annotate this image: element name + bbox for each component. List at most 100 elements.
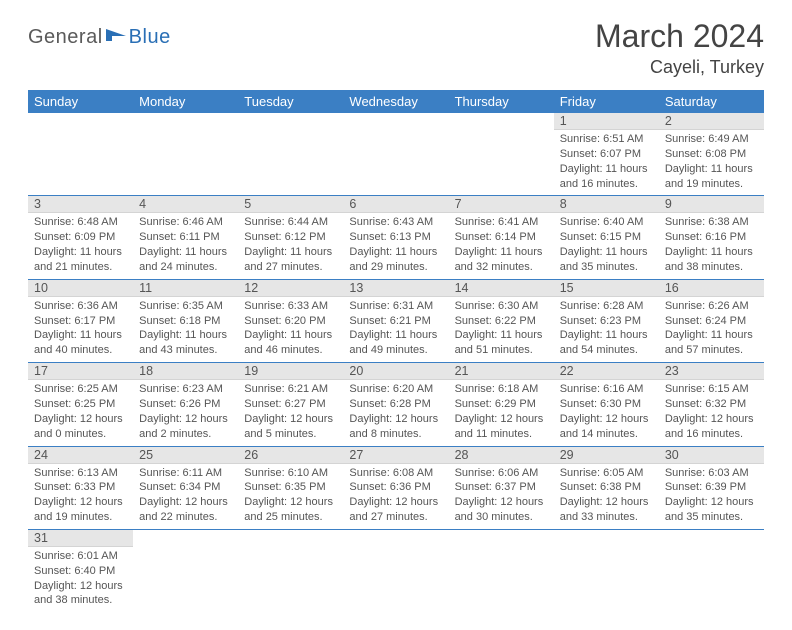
day-line: and 35 minutes. [560,260,653,275]
day-content: Sunrise: 6:01 AMSunset: 6:40 PMDaylight:… [28,547,133,612]
day-number: 28 [449,447,554,464]
calendar-cell: 23Sunrise: 6:15 AMSunset: 6:32 PMDayligh… [659,363,764,446]
day-line: Sunset: 6:28 PM [349,397,442,412]
day-line: Sunset: 6:25 PM [34,397,127,412]
day-line: Sunset: 6:15 PM [560,230,653,245]
calendar-cell [449,529,554,612]
day-line: and 27 minutes. [244,260,337,275]
day-content: Sunrise: 6:03 AMSunset: 6:39 PMDaylight:… [659,464,764,529]
calendar-cell [659,529,764,612]
day-line: Sunrise: 6:06 AM [455,466,548,481]
logo: General Blue [28,26,171,49]
day-line: Sunset: 6:21 PM [349,314,442,329]
weekday-header-row: Sunday Monday Tuesday Wednesday Thursday… [28,90,764,113]
day-line: Daylight: 11 hours [665,162,758,177]
day-content: Sunrise: 6:40 AMSunset: 6:15 PMDaylight:… [554,213,659,278]
day-line: Daylight: 11 hours [665,328,758,343]
day-line: and 57 minutes. [665,343,758,358]
day-number: 29 [554,447,659,464]
day-line: Sunset: 6:23 PM [560,314,653,329]
logo-text-general: General [28,26,103,49]
day-line: Sunset: 6:36 PM [349,480,442,495]
day-line: and 29 minutes. [349,260,442,275]
day-content: Sunrise: 6:38 AMSunset: 6:16 PMDaylight:… [659,213,764,278]
day-line: Sunrise: 6:10 AM [244,466,337,481]
calendar-cell: 12 Sunrise: 6:33 AMSunset: 6:20 PMDayligh… [238,279,343,362]
day-line: Sunset: 6:39 PM [665,480,758,495]
day-line: Sunset: 6:12 PM [244,230,337,245]
day-content: Sunrise: 6:23 AMSunset: 6:26 PMDaylight:… [133,380,238,445]
calendar-cell: 20Sunrise: 6:20 AMSunset: 6:28 PMDayligh… [343,363,448,446]
day-line: and 2 minutes. [139,427,232,442]
day-line: Sunset: 6:40 PM [34,564,127,579]
day-content: Sunrise: 6:51 AMSunset: 6:07 PMDaylight:… [554,130,659,195]
day-line: Daylight: 12 hours [139,412,232,427]
day-line: Daylight: 11 hours [455,328,548,343]
day-line: Sunset: 6:20 PM [244,314,337,329]
day-line: Sunrise: 6:35 AM [139,299,232,314]
calendar-cell: 31Sunrise: 6:01 AMSunset: 6:40 PMDayligh… [28,529,133,612]
day-line: and 32 minutes. [455,260,548,275]
day-line: Daylight: 11 hours [34,328,127,343]
day-line: Sunrise: 6:31 AM [349,299,442,314]
day-line: Sunset: 6:22 PM [455,314,548,329]
calendar-cell [133,113,238,196]
calendar-cell: 9Sunrise: 6:38 AMSunset: 6:16 PMDaylight… [659,196,764,279]
day-line: Sunset: 6:33 PM [34,480,127,495]
weekday-header: Friday [554,90,659,113]
day-content: Sunrise: 6:30 AMSunset: 6:22 PMDaylight:… [449,297,554,362]
calendar-cell: 18Sunrise: 6:23 AMSunset: 6:26 PMDayligh… [133,363,238,446]
day-content: Sunrise: 6:31 AMSunset: 6:21 PMDaylight:… [343,297,448,362]
day-number: 23 [659,363,764,380]
weekday-header: Saturday [659,90,764,113]
calendar-week-row: 31Sunrise: 6:01 AMSunset: 6:40 PMDayligh… [28,529,764,612]
day-line: Sunset: 6:14 PM [455,230,548,245]
day-line: Sunrise: 6:48 AM [34,215,127,230]
day-line: and 22 minutes. [139,510,232,525]
day-content: Sunrise: 6:08 AMSunset: 6:36 PMDaylight:… [343,464,448,529]
day-line: Daylight: 11 hours [349,245,442,260]
calendar-cell: 11Sunrise: 6:35 AMSunset: 6:18 PMDayligh… [133,279,238,362]
day-number: 7 [449,196,554,213]
calendar-cell: 21Sunrise: 6:18 AMSunset: 6:29 PMDayligh… [449,363,554,446]
day-line: and 27 minutes. [349,510,442,525]
day-line: and 16 minutes. [665,427,758,442]
day-line: and 35 minutes. [665,510,758,525]
day-number: 11 [133,280,238,297]
calendar-cell: 29Sunrise: 6:05 AMSunset: 6:38 PMDayligh… [554,446,659,529]
day-line: Daylight: 12 hours [349,495,442,510]
calendar-cell: 1Sunrise: 6:51 AMSunset: 6:07 PMDaylight… [554,113,659,196]
day-content: Sunrise: 6:28 AMSunset: 6:23 PMDaylight:… [554,297,659,362]
day-line: Sunset: 6:13 PM [349,230,442,245]
day-line: Sunrise: 6:41 AM [455,215,548,230]
day-line: Sunset: 6:27 PM [244,397,337,412]
day-number: 12 [238,280,343,297]
day-line: Sunset: 6:34 PM [139,480,232,495]
day-line: Sunrise: 6:33 AM [244,299,337,314]
calendar-cell: 14Sunrise: 6:30 AMSunset: 6:22 PMDayligh… [449,279,554,362]
day-content: Sunrise: 6:21 AMSunset: 6:27 PMDaylight:… [238,380,343,445]
day-line: Daylight: 11 hours [560,245,653,260]
day-number: 4 [133,196,238,213]
day-line: Daylight: 11 hours [244,328,337,343]
day-line: Sunrise: 6:03 AM [665,466,758,481]
day-line: Sunrise: 6:38 AM [665,215,758,230]
day-line: Sunrise: 6:05 AM [560,466,653,481]
day-line: Daylight: 12 hours [560,412,653,427]
day-line: Daylight: 12 hours [455,412,548,427]
calendar-cell: 28Sunrise: 6:06 AMSunset: 6:37 PMDayligh… [449,446,554,529]
day-line: Sunrise: 6:30 AM [455,299,548,314]
calendar-cell: 5Sunrise: 6:44 AMSunset: 6:12 PMDaylight… [238,196,343,279]
calendar-cell [554,529,659,612]
day-line: Daylight: 11 hours [139,245,232,260]
day-content: Sunrise: 6:15 AMSunset: 6:32 PMDaylight:… [659,380,764,445]
calendar-cell: 10Sunrise: 6:36 AMSunset: 6:17 PMDayligh… [28,279,133,362]
day-line: Daylight: 12 hours [244,412,337,427]
calendar-week-row: 3Sunrise: 6:48 AMSunset: 6:09 PMDaylight… [28,196,764,279]
day-line: Daylight: 11 hours [665,245,758,260]
day-line: Daylight: 12 hours [455,495,548,510]
day-content: Sunrise: 6:35 AMSunset: 6:18 PMDaylight:… [133,297,238,362]
location: Cayeli, Turkey [595,57,764,78]
day-content: Sunrise: 6:46 AMSunset: 6:11 PMDaylight:… [133,213,238,278]
day-line: Sunset: 6:07 PM [560,147,653,162]
